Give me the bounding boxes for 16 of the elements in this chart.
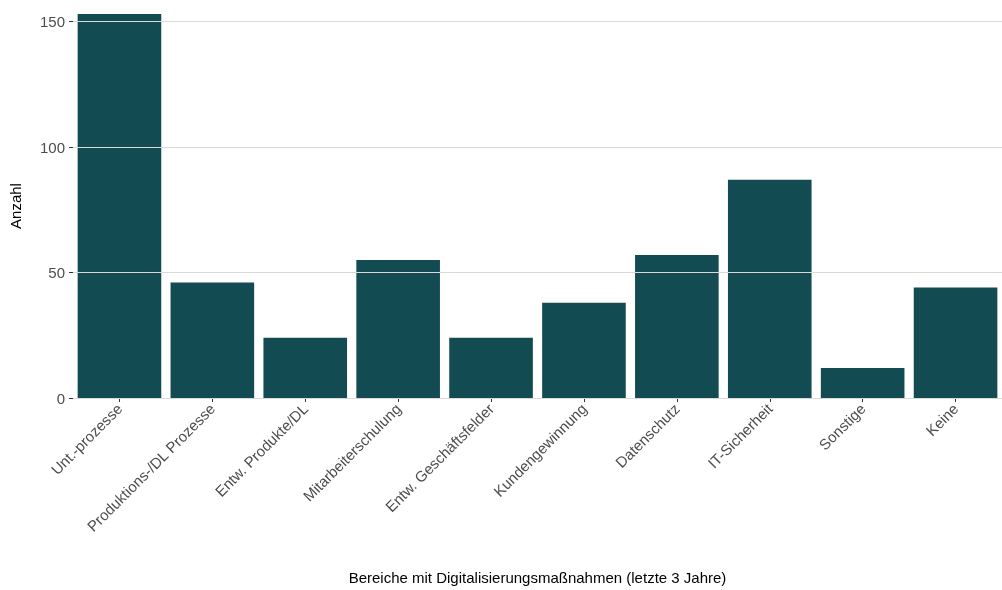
bar [727, 179, 812, 398]
x-axis-title: Bereiche mit Digitalisierungsmaßnahmen (letzte 3 Jahre) [348, 569, 727, 586]
y-tick-label: 100 [39, 138, 65, 156]
bar [77, 14, 162, 398]
bar [356, 259, 440, 398]
y-axis-title: Anzahl [7, 183, 24, 229]
y-tick-label: 0 [56, 389, 65, 407]
bar [170, 282, 255, 398]
bar [635, 254, 719, 398]
bar [542, 302, 626, 398]
y-tick-label: 50 [48, 264, 65, 282]
bar [263, 337, 348, 398]
bar [820, 367, 905, 398]
y-tick-label: 150 [39, 13, 65, 31]
bar [913, 287, 998, 398]
bar [449, 337, 533, 398]
